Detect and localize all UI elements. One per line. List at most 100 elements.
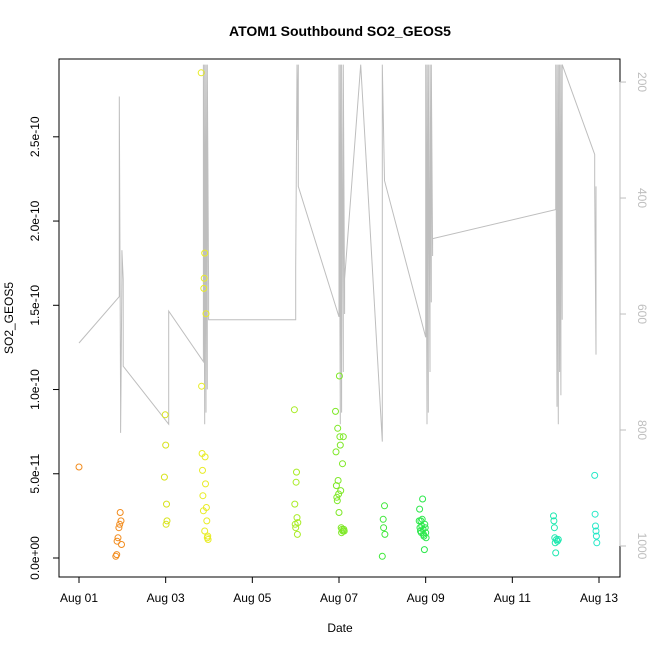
data-point (294, 519, 302, 527)
data-point (200, 274, 208, 282)
data-point (113, 551, 121, 559)
data-point (340, 527, 348, 535)
y-tick-label: 2.5e-10 (28, 116, 42, 157)
data-point (199, 492, 207, 500)
scatter-points-layer (75, 69, 601, 560)
data-point (116, 509, 124, 516)
y-tick-label: 0.0e+00 (28, 536, 42, 580)
data-point (335, 490, 343, 498)
y-tick-label: 5.0e-11 (28, 454, 42, 494)
data-point (201, 453, 209, 461)
data-point (163, 517, 171, 525)
right-tick-label: 1000 (635, 533, 649, 560)
data-point (421, 524, 429, 532)
data-point (202, 310, 210, 318)
data-point (332, 407, 339, 415)
data-point (199, 466, 206, 474)
data-point (198, 382, 206, 390)
data-point (334, 424, 342, 432)
data-point (293, 514, 301, 522)
data-point (554, 536, 562, 543)
data-point (333, 493, 341, 501)
data-point (203, 517, 211, 525)
data-point (592, 532, 600, 540)
data-point (334, 477, 342, 484)
data-point (550, 517, 558, 525)
data-point (161, 411, 169, 419)
data-point (420, 546, 428, 554)
right-tick-label: 600 (635, 304, 649, 324)
data-point (592, 522, 599, 530)
data-point (336, 441, 344, 449)
x-tick-label: Aug 03 (147, 591, 185, 605)
data-point (293, 530, 301, 538)
y-tick-label: 1.0e-10 (28, 369, 42, 410)
data-point (335, 509, 343, 516)
x-axis: Aug 01 Aug 03 Aug 05 Aug 07 Aug 09 Aug 11 Aug … (60, 576, 618, 605)
data-point (422, 534, 430, 542)
data-point (118, 541, 125, 548)
data-point (380, 524, 388, 532)
y-axis-label: SO2_GEOS5 (2, 282, 16, 354)
data-point (293, 468, 300, 476)
data-point (550, 524, 558, 532)
data-point (381, 530, 389, 538)
data-point (163, 500, 170, 508)
data-point (550, 512, 557, 520)
data-point (420, 532, 428, 540)
data-point (197, 69, 205, 77)
data-point (160, 473, 168, 481)
data-point (339, 460, 346, 468)
data-point (291, 500, 299, 508)
data-point (592, 527, 600, 535)
data-point (201, 249, 209, 257)
y-tick-label: 2.0e-10 (28, 200, 42, 241)
y-tick-label: 1.5e-10 (28, 285, 42, 326)
data-point (419, 495, 427, 503)
data-point (113, 537, 121, 545)
data-point (202, 504, 210, 511)
right-tick-label: 200 (635, 72, 649, 92)
data-point (75, 463, 83, 471)
right-axis: 200 400 600 800 1000 (619, 72, 649, 560)
y-axis: 0.0e+00 5.0e-11 1.0e-10 1.5e-10 2.0e-10 2.5e-… (28, 116, 60, 580)
data-point (201, 527, 209, 535)
data-point (204, 532, 212, 540)
data-point (202, 480, 209, 488)
data-point (381, 502, 388, 510)
data-point (552, 549, 560, 557)
right-tick-label: 400 (635, 188, 649, 208)
right-tick-label: 800 (635, 420, 649, 440)
x-tick-label: Aug 05 (233, 591, 271, 605)
data-point (292, 478, 300, 486)
x-tick-label: Aug 11 (494, 591, 531, 605)
pressure-line-layer (78, 64, 597, 442)
x-tick-label: Aug 01 (60, 591, 98, 605)
pressure-line (78, 64, 597, 442)
data-point (379, 515, 387, 523)
data-point (417, 517, 425, 525)
data-point (593, 539, 601, 547)
data-point (336, 433, 344, 441)
x-tick-label: Aug 09 (407, 591, 445, 605)
data-point (378, 552, 386, 560)
chart-title: ATOM1 Southbound SO2_GEOS5 (229, 23, 451, 39)
data-point (337, 487, 345, 495)
data-point (116, 520, 124, 528)
data-point (115, 524, 123, 532)
x-tick-label: Aug 13 (580, 591, 618, 605)
x-axis-label: Date (327, 621, 353, 635)
data-point (416, 505, 424, 513)
data-point (204, 536, 212, 543)
data-point (162, 520, 170, 528)
data-point (335, 372, 343, 380)
data-point (333, 497, 341, 505)
data-point (114, 534, 122, 542)
data-point (422, 529, 430, 537)
data-point (591, 471, 599, 479)
data-point (162, 441, 170, 449)
data-point (339, 433, 347, 441)
data-point (117, 517, 125, 525)
